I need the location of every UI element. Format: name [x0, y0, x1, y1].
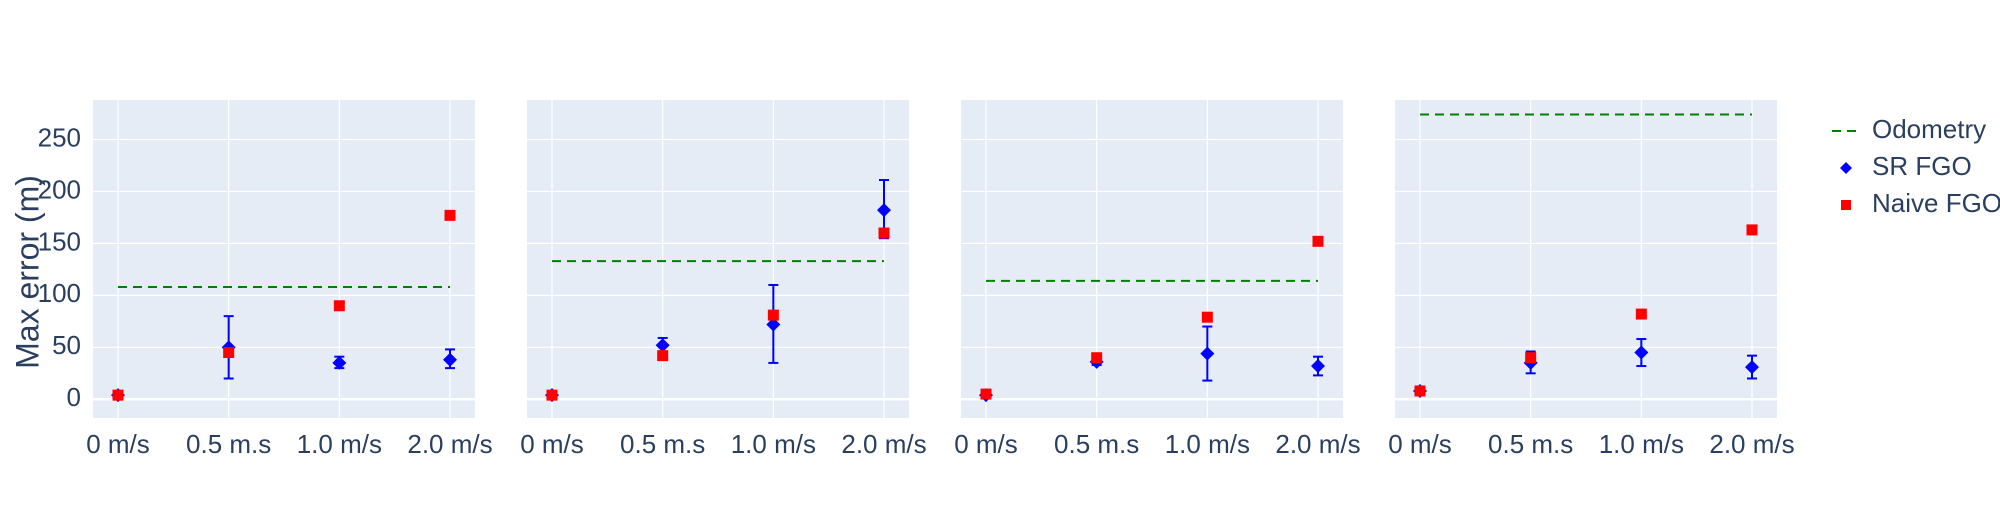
- x-tick-label: 1.0 m/s: [1599, 429, 1684, 459]
- sr-fgo-point: [1311, 359, 1325, 374]
- plot-area: [93, 100, 475, 418]
- sr-fgo-point: [766, 317, 781, 332]
- naive-fgo-point: [1746, 224, 1758, 236]
- x-tick-label: 1.0 m/s: [297, 429, 382, 459]
- naive-fgo-point: [223, 347, 235, 359]
- x-tick-label: 0 m/s: [1388, 429, 1452, 459]
- sr-fgo-point: [877, 203, 891, 218]
- sr-fgo-point: [1745, 360, 1759, 375]
- x-tick-label: 2.0 m/s: [841, 429, 926, 459]
- legend[interactable]: Odometry SR FGO Naive FGO: [1832, 114, 2000, 218]
- y-tick-label: 250: [38, 122, 81, 152]
- plot-area: [527, 100, 909, 418]
- naive-fgo-point: [1091, 352, 1103, 364]
- legend-item-sr-fgo[interactable]: SR FGO: [1840, 151, 1972, 181]
- legend-label: Odometry: [1872, 114, 1986, 144]
- naive-fgo-point: [333, 300, 345, 312]
- sr-fgo-point: [332, 355, 347, 370]
- naive-fgo-point: [444, 209, 456, 221]
- legend-swatch-naive-fgo: [1841, 200, 1851, 210]
- x-tick-label: 0 m/s: [520, 429, 584, 459]
- x-tick-label: 0.5 m.s: [1488, 429, 1573, 459]
- legend-item-odometry[interactable]: Odometry: [1832, 114, 1986, 144]
- sr-fgo-point: [1200, 346, 1215, 361]
- subplot-1: 0 50 100 150 200 250 0 m/s 0.5 m.s 1.0 m/s 2.0 m/…: [38, 100, 493, 459]
- y-axis-label: Max error (m): [9, 175, 45, 369]
- naive-fgo-point: [546, 389, 558, 401]
- subplot-3: 0 m/s 0.5 m.s 1.0 m/s 2.0 m/s: [954, 100, 1361, 459]
- x-tick-label: 2.0 m/s: [1275, 429, 1360, 459]
- subplot-2: 0 m/s 0.5 m.s 1.0 m/s 2.0 m/s: [520, 100, 927, 459]
- naive-fgo-point: [1525, 352, 1537, 364]
- x-tick-label: 1.0 m/s: [1165, 429, 1250, 459]
- y-tick-label: 100: [38, 278, 81, 308]
- sr-fgo-point: [655, 338, 670, 353]
- x-tick-label: 0.5 m.s: [186, 429, 271, 459]
- x-tick-label: 1.0 m/s: [731, 429, 816, 459]
- x-tick-label: 0.5 m.s: [620, 429, 705, 459]
- plot-area: [1395, 100, 1777, 418]
- naive-fgo-point: [767, 309, 779, 321]
- naive-fgo-point: [657, 350, 669, 362]
- subplot-4: 0 m/s 0.5 m.s 1.0 m/s 2.0 m/s: [1388, 100, 1795, 459]
- legend-label: Naive FGO: [1872, 188, 2000, 218]
- naive-fgo-point: [878, 227, 890, 239]
- legend-item-naive-fgo[interactable]: Naive FGO: [1841, 188, 2000, 218]
- legend-label: SR FGO: [1872, 151, 1972, 181]
- y-tick-label: 150: [38, 226, 81, 256]
- x-tick-label: 0.5 m.s: [1054, 429, 1139, 459]
- naive-fgo-point: [1201, 311, 1213, 323]
- y-tick-label: 200: [38, 174, 81, 204]
- x-tick-label: 0 m/s: [954, 429, 1018, 459]
- naive-fgo-point: [1635, 308, 1647, 320]
- sr-fgo-point: [1634, 345, 1649, 360]
- x-tick-label: 0 m/s: [86, 429, 150, 459]
- x-tick-label: 2.0 m/s: [407, 429, 492, 459]
- naive-fgo-point: [112, 389, 124, 401]
- y-tick-label: 0: [67, 382, 81, 412]
- legend-swatch-sr-fgo: [1840, 162, 1852, 174]
- x-tick-label: 2.0 m/s: [1709, 429, 1794, 459]
- plot-area: [961, 100, 1343, 418]
- naive-fgo-point: [1312, 235, 1324, 247]
- naive-fgo-point: [1414, 385, 1426, 397]
- y-tick-label: 50: [52, 330, 81, 360]
- sr-fgo-point: [443, 352, 457, 367]
- naive-fgo-point: [980, 388, 992, 400]
